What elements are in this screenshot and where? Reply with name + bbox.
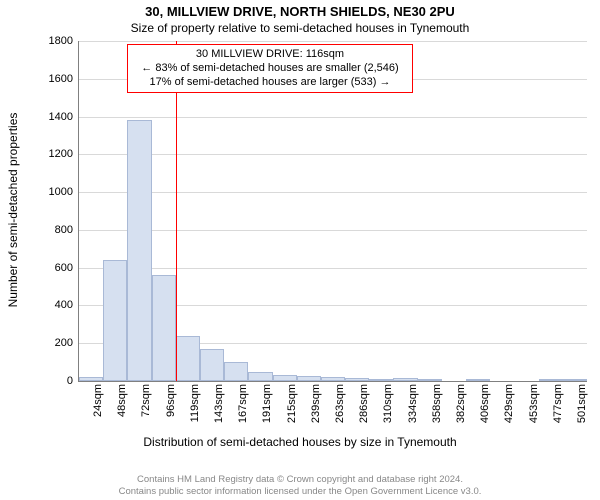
x-tick-label: 477sqm bbox=[552, 381, 564, 434]
x-tick-label: 358sqm bbox=[431, 381, 443, 434]
x-axis-label: Distribution of semi-detached houses by … bbox=[0, 435, 600, 449]
y-tick-label: 400 bbox=[55, 299, 79, 311]
x-tick-label: 191sqm bbox=[261, 381, 273, 434]
gridline bbox=[79, 41, 587, 42]
x-tick-label: 239sqm bbox=[310, 381, 322, 434]
gridline bbox=[79, 117, 587, 118]
y-tick-label: 1200 bbox=[49, 148, 79, 160]
histogram-bar bbox=[248, 372, 272, 381]
x-tick-label: 406sqm bbox=[479, 381, 491, 434]
infobox-line2: ← 83% of semi-detached houses are smalle… bbox=[134, 62, 406, 76]
histogram-bar bbox=[103, 260, 127, 381]
x-tick-label: 382sqm bbox=[455, 381, 467, 434]
y-tick-label: 1600 bbox=[49, 73, 79, 85]
x-tick-label: 143sqm bbox=[213, 381, 225, 434]
footer-line2: Contains public sector information licen… bbox=[0, 486, 600, 497]
y-tick-label: 1400 bbox=[49, 111, 79, 123]
x-tick-label: 453sqm bbox=[528, 381, 540, 434]
x-tick-label: 72sqm bbox=[140, 381, 152, 434]
histogram-bar bbox=[200, 349, 224, 381]
histogram-bar bbox=[127, 120, 151, 381]
y-tick-label: 0 bbox=[67, 375, 79, 387]
x-tick-label: 96sqm bbox=[165, 381, 177, 434]
x-tick-label: 263sqm bbox=[334, 381, 346, 434]
x-tick-label: 429sqm bbox=[503, 381, 515, 434]
y-tick-label: 600 bbox=[55, 262, 79, 274]
gridline bbox=[79, 230, 587, 231]
chart-plot-area: 02004006008001000120014001600180024sqm48… bbox=[78, 41, 587, 382]
reference-infobox: 30 MILLVIEW DRIVE: 116sqm← 83% of semi-d… bbox=[127, 44, 413, 93]
footer-attribution: Contains HM Land Registry data © Crown c… bbox=[0, 474, 600, 497]
x-tick-label: 286sqm bbox=[358, 381, 370, 434]
x-tick-label: 119sqm bbox=[189, 381, 201, 434]
histogram-bar bbox=[152, 275, 176, 381]
gridline bbox=[79, 268, 587, 269]
footer-line1: Contains HM Land Registry data © Crown c… bbox=[0, 474, 600, 485]
x-tick-label: 334sqm bbox=[407, 381, 419, 434]
x-tick-label: 167sqm bbox=[237, 381, 249, 434]
y-tick-label: 1800 bbox=[49, 35, 79, 47]
x-tick-label: 215sqm bbox=[286, 381, 298, 434]
histogram-bar bbox=[176, 336, 200, 381]
gridline bbox=[79, 192, 587, 193]
x-tick-label: 48sqm bbox=[116, 381, 128, 434]
infobox-line3: 17% of semi-detached houses are larger (… bbox=[134, 76, 406, 90]
y-axis-label: Number of semi-detached properties bbox=[6, 113, 20, 308]
x-tick-label: 501sqm bbox=[576, 381, 588, 434]
x-tick-label: 24sqm bbox=[92, 381, 104, 434]
histogram-bar bbox=[224, 362, 248, 381]
x-tick-label: 310sqm bbox=[382, 381, 394, 434]
gridline bbox=[79, 154, 587, 155]
chart-title-line2: Size of property relative to semi-detach… bbox=[0, 21, 600, 35]
chart-title-line1: 30, MILLVIEW DRIVE, NORTH SHIELDS, NE30 … bbox=[0, 4, 600, 19]
y-tick-label: 200 bbox=[55, 337, 79, 349]
infobox-line1: 30 MILLVIEW DRIVE: 116sqm bbox=[134, 48, 406, 62]
y-tick-label: 1000 bbox=[49, 186, 79, 198]
y-tick-label: 800 bbox=[55, 224, 79, 236]
